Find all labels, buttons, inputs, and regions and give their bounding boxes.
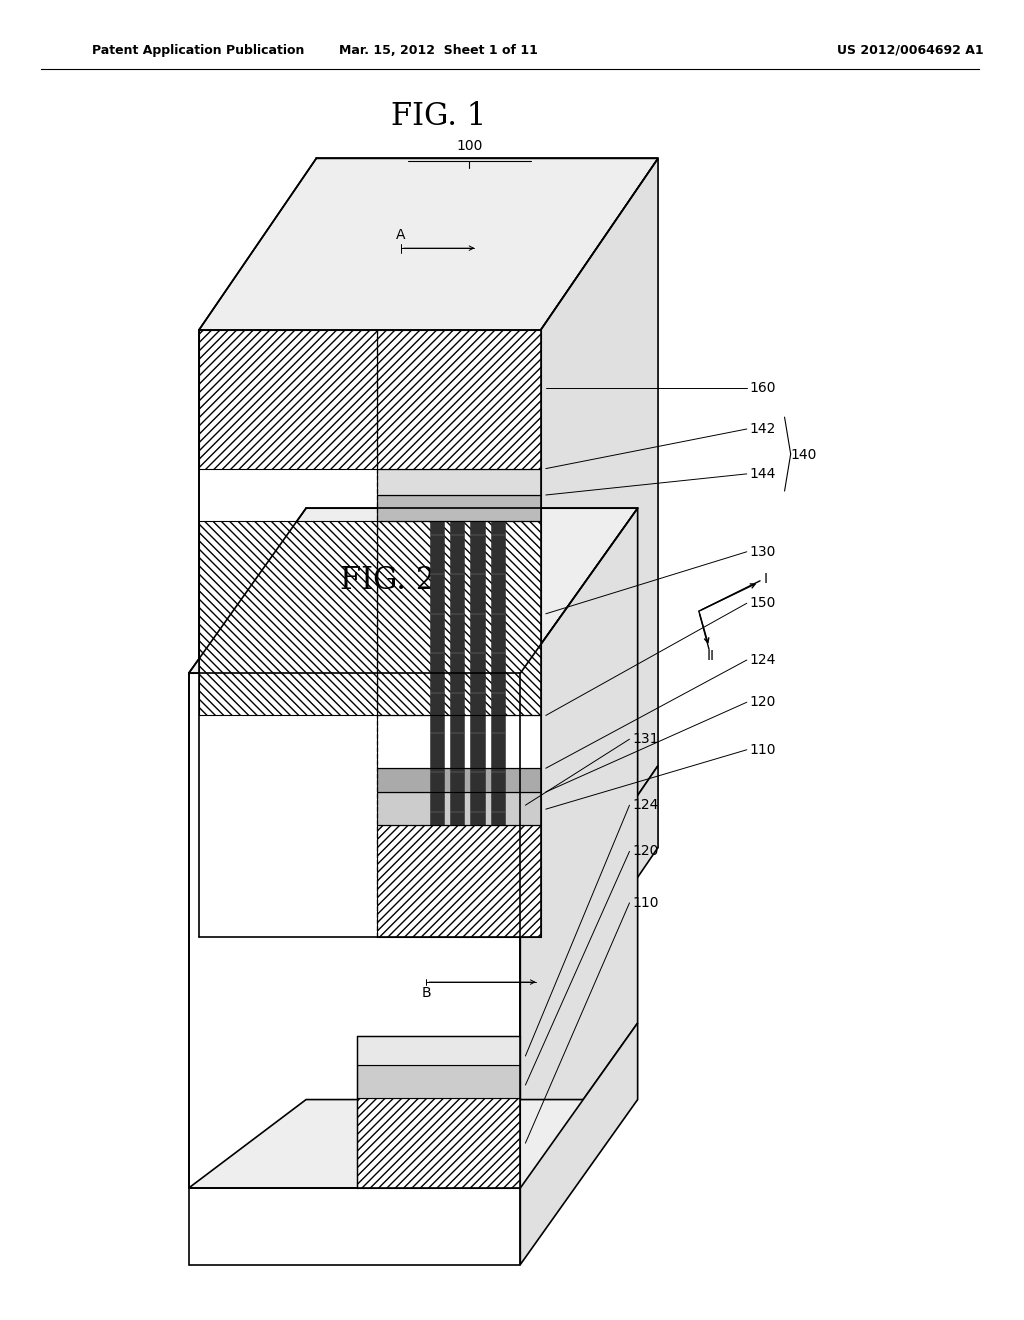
Polygon shape [357, 1098, 520, 1188]
Text: 120: 120 [750, 696, 776, 709]
Polygon shape [199, 330, 378, 469]
FancyArrowPatch shape [699, 614, 709, 643]
Text: II: II [707, 649, 715, 663]
Polygon shape [199, 937, 541, 1019]
Polygon shape [520, 508, 638, 1188]
Polygon shape [541, 766, 658, 1019]
Text: 110: 110 [633, 896, 659, 909]
Text: 140: 140 [791, 449, 817, 462]
Polygon shape [378, 792, 541, 825]
Text: 142: 142 [750, 422, 776, 436]
Text: FIG. 2: FIG. 2 [340, 565, 435, 597]
Polygon shape [450, 521, 464, 825]
Polygon shape [378, 521, 541, 715]
Text: Mar. 15, 2012  Sheet 1 of 11: Mar. 15, 2012 Sheet 1 of 11 [339, 44, 539, 57]
Polygon shape [378, 825, 541, 937]
Polygon shape [188, 1188, 520, 1265]
Polygon shape [199, 847, 658, 937]
Polygon shape [188, 1100, 638, 1188]
Polygon shape [199, 330, 541, 937]
Polygon shape [470, 521, 484, 825]
Polygon shape [378, 768, 541, 792]
Text: Patent Application Publication: Patent Application Publication [92, 44, 304, 57]
Polygon shape [541, 158, 658, 937]
FancyArrowPatch shape [701, 583, 755, 610]
Text: 124: 124 [633, 799, 658, 812]
Polygon shape [188, 673, 520, 1188]
Polygon shape [378, 469, 541, 495]
Polygon shape [378, 495, 541, 521]
Text: FIG. 1: FIG. 1 [391, 100, 486, 132]
Polygon shape [357, 1065, 520, 1098]
Text: 144: 144 [750, 467, 776, 480]
Polygon shape [357, 1036, 520, 1065]
Text: A: A [396, 228, 406, 242]
Text: I: I [763, 573, 767, 586]
Polygon shape [520, 1023, 638, 1265]
Text: 160: 160 [750, 381, 776, 395]
Text: B: B [422, 986, 431, 999]
Text: US 2012/0064692 A1: US 2012/0064692 A1 [837, 44, 983, 57]
Polygon shape [490, 521, 505, 825]
Polygon shape [378, 330, 541, 469]
Polygon shape [188, 508, 638, 673]
Text: 130: 130 [750, 545, 776, 558]
Text: 131: 131 [633, 733, 659, 746]
Polygon shape [429, 521, 443, 825]
Text: 100: 100 [456, 139, 482, 153]
Text: 120: 120 [633, 845, 658, 858]
Polygon shape [199, 158, 658, 330]
Text: 124: 124 [750, 653, 776, 667]
Polygon shape [378, 715, 541, 768]
Polygon shape [199, 521, 378, 715]
Text: 150: 150 [750, 597, 776, 610]
Text: 110: 110 [750, 743, 776, 756]
